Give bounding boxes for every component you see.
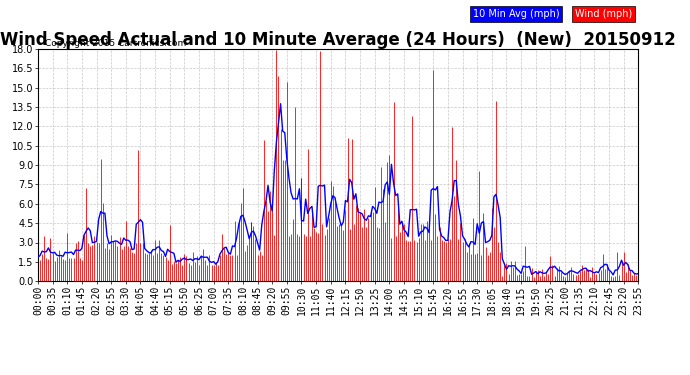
- Text: Wind (mph): Wind (mph): [575, 9, 632, 19]
- Text: Copyright 2015 Cartronics.com: Copyright 2015 Cartronics.com: [45, 39, 186, 48]
- Text: 10 Min Avg (mph): 10 Min Avg (mph): [473, 9, 560, 19]
- Title: Wind Speed Actual and 10 Minute Average (24 Hours)  (New)  20150912: Wind Speed Actual and 10 Minute Average …: [0, 31, 676, 49]
